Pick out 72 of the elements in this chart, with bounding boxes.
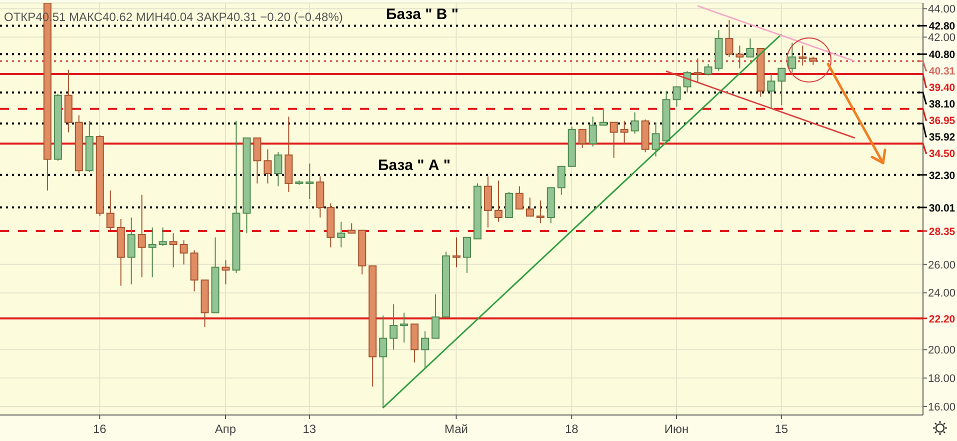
candlestick [432, 294, 440, 339]
candlestick [588, 116, 597, 147]
candlestick [599, 108, 608, 126]
candlestick [788, 42, 796, 74]
y-tick-label: 44.00 [928, 4, 956, 16]
ref-line-label: 36.95 [928, 115, 956, 128]
candlestick [264, 148, 272, 184]
candlestick [683, 70, 692, 94]
candlestick [798, 45, 807, 66]
candlestick [694, 58, 702, 84]
candlestick [630, 112, 639, 134]
candlestick [306, 163, 314, 200]
candlestick [158, 226, 167, 246]
candlestick [767, 74, 776, 109]
candlestick [106, 190, 114, 231]
ref-line-label: 34.50 [928, 148, 956, 160]
y-tick-label: 26.00 [928, 259, 956, 272]
candlestick [652, 122, 660, 157]
candlestick [138, 194, 146, 278]
ref-line-label: 42.80 [928, 20, 956, 33]
x-tick-label: 18 [564, 422, 579, 436]
candlestick [515, 186, 524, 210]
candlestick [148, 226, 156, 278]
candlestick [390, 304, 398, 350]
y-tick-label: 20.00 [928, 344, 956, 357]
annotation: База " В " [386, 6, 458, 23]
candlestick [337, 221, 346, 248]
candlestick [610, 122, 618, 158]
candlestick [494, 180, 502, 222]
candlestick [452, 236, 461, 268]
ref-line-label: 40.80 [928, 49, 956, 62]
y-tick-label: 18.00 [928, 372, 956, 385]
candlestick [746, 38, 754, 58]
y-tick-label: 16.00 [928, 401, 956, 414]
annotation: База " А " [378, 157, 450, 174]
x-tick-label: Май [444, 422, 468, 436]
candlestick [222, 260, 230, 285]
candlestick [253, 137, 262, 184]
y-tick-label: 42.00 [928, 32, 956, 44]
candlestick [400, 312, 408, 344]
ref-line-label: 32.30 [928, 170, 956, 182]
candlestick [704, 64, 712, 76]
candlestick [127, 217, 136, 285]
candlestick [778, 68, 786, 106]
candlestick [536, 200, 544, 224]
ref-line-label: 39.40 [928, 82, 956, 94]
candlestick [672, 86, 681, 108]
x-tick-label: 13 [302, 422, 316, 436]
ref-line-label: 35.92 [928, 132, 956, 144]
ref-line-label: 40.31 [928, 66, 956, 78]
ref-line-label: 22.20 [928, 313, 956, 326]
candlestick [557, 166, 566, 196]
candlestick [736, 45, 744, 69]
x-tick-label: Апр [214, 422, 236, 436]
ref-line-label: 30.01 [928, 202, 956, 214]
candlestick [526, 197, 534, 217]
candlestick [379, 315, 388, 408]
candlestick [421, 330, 430, 369]
candlestick [463, 236, 471, 274]
candlestick [274, 152, 282, 187]
ref-line-label: 38.10 [928, 98, 956, 111]
candlestick [169, 232, 178, 268]
y-tick-label: 24.00 [928, 288, 956, 300]
candlestick [348, 222, 356, 234]
candlestick [180, 240, 188, 265]
x-tick-label: Июн [664, 422, 689, 436]
ref-line-label: 28.35 [928, 226, 956, 238]
candlestick [578, 128, 586, 148]
candlestick [725, 20, 734, 58]
candlestick [620, 120, 628, 144]
x-tick-label: 15 [774, 422, 788, 436]
x-tick-label: 16 [92, 422, 107, 436]
